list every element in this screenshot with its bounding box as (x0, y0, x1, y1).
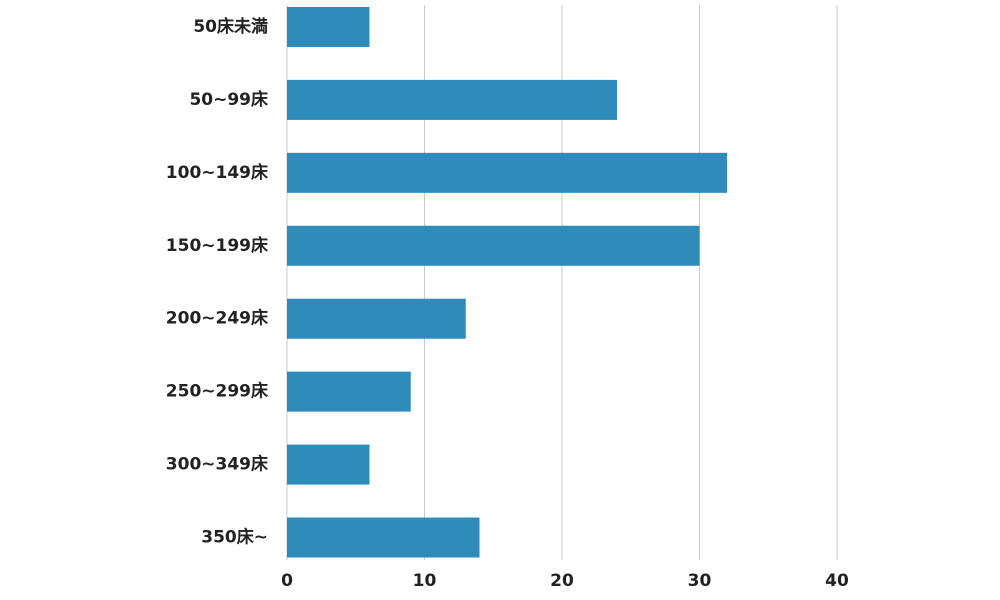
bar (287, 6, 370, 47)
y-tick-label: 200~249床 (166, 308, 269, 329)
y-tick-label: 50床未満 (193, 16, 268, 37)
bar (287, 444, 370, 485)
y-tick-label: 100~149床 (166, 162, 269, 183)
x-tick-label: 20 (550, 571, 574, 591)
y-tick-label: 350床~ (201, 527, 268, 548)
y-tick-label: 150~199床 (166, 235, 269, 256)
x-tick-label: 10 (413, 571, 437, 591)
y-tick-label: 50~99床 (189, 89, 269, 110)
x-tick-label: 0 (281, 571, 293, 591)
y-tick-label: 300~349床 (166, 454, 269, 475)
bar (287, 517, 480, 558)
bar (287, 225, 700, 266)
x-tick-label: 40 (825, 571, 849, 591)
x-tick-label: 30 (688, 571, 712, 591)
y-tick-label: 250~299床 (166, 381, 269, 402)
bar (287, 79, 617, 120)
bar (287, 298, 466, 339)
bar (287, 371, 411, 412)
bar (287, 152, 727, 193)
